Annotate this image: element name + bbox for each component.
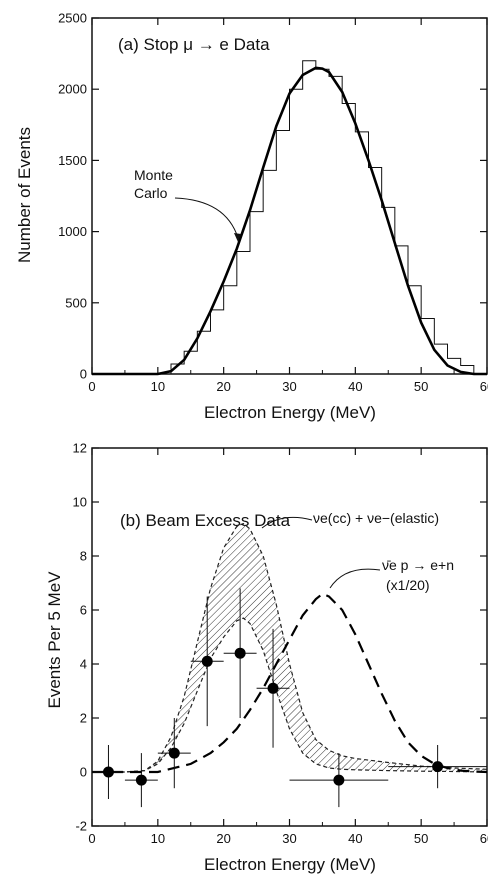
y-tick-label-a: 2000	[58, 82, 87, 97]
nu-e-band-hatch	[92, 523, 487, 772]
y-tick-label-b: 10	[73, 495, 87, 510]
nu-e-band-upper-curve	[92, 522, 488, 773]
x-tick-label-a: 10	[151, 379, 165, 394]
data-point	[135, 774, 147, 786]
monte-carlo-arrowhead	[234, 233, 241, 242]
data-point	[432, 761, 444, 773]
y-tick-label-a: 1500	[58, 153, 87, 168]
data-point	[333, 774, 345, 786]
x-tick-label-b: 60	[480, 831, 488, 846]
x-tick-label-a: 40	[348, 379, 362, 394]
x-tick-label-b: 20	[216, 831, 230, 846]
histogram-series	[92, 60, 487, 375]
nubar-annotation-line1: ν̄e p → e+n	[382, 557, 454, 573]
x-tick-label-a: 50	[414, 379, 428, 394]
data-point	[234, 647, 246, 659]
data-point	[102, 766, 114, 778]
y-ticks-b: -2 0 2 4 6 8 10 12	[73, 441, 487, 834]
nubar-annotation-arrow	[329, 568, 381, 589]
x-tick-label-b: 50	[414, 831, 428, 846]
x-tick-label-b: 10	[151, 831, 165, 846]
panel-a: 0 10 20 30 40 50 60 0 500 1000 1500 2000 2500 (a) S…	[15, 11, 488, 423]
beam-excess-points	[92, 588, 487, 808]
x-tick-label-a: 0	[88, 379, 95, 394]
monte-carlo-curve	[92, 66, 487, 376]
y-tick-label-b: 2	[80, 711, 87, 726]
y-tick-label-b: 0	[80, 765, 87, 780]
x-tick-label-b: 40	[348, 831, 362, 846]
y-tick-label-b: 6	[80, 603, 87, 618]
nu-e-annotation: νe(cc) + νe−(elastic)	[313, 510, 439, 526]
y-tick-label-b: 12	[73, 441, 87, 456]
y-tick-label-a: 500	[65, 295, 87, 310]
y-axis-label-a: Number of Events	[15, 127, 34, 263]
x-ticks-a: 0 10 20 30 40 50 60	[88, 18, 488, 394]
y-tick-label-b: 8	[80, 549, 87, 564]
panel-a-title: (a) Stop μ → e Data	[118, 35, 270, 54]
monte-carlo-annotation-line2: Carlo	[134, 185, 168, 201]
x-tick-label-b: 0	[88, 831, 95, 846]
x-tick-label-b: 30	[282, 831, 296, 846]
x-axis-label-a: Electron Energy (MeV)	[204, 403, 376, 422]
y-tick-label-a: 1000	[58, 224, 87, 239]
data-point	[201, 655, 213, 667]
monte-carlo-annotation-arrow	[174, 197, 239, 239]
y-tick-label-a: 2500	[58, 11, 87, 26]
y-tick-label-b: -2	[75, 819, 87, 834]
data-point	[168, 747, 180, 759]
data-point	[267, 682, 279, 694]
x-axis-label-b: Electron Energy (MeV)	[204, 855, 376, 874]
x-ticks-b: 0 10 20 30 40 50 60	[88, 448, 488, 846]
y-ticks-a: 0 500 1000 1500 2000 2500	[58, 11, 487, 382]
nubar-e-p-curve	[92, 592, 488, 774]
y-axis-label-b: Events Per 5 MeV	[45, 571, 64, 709]
y-tick-label-a: 0	[80, 367, 87, 382]
panel-b-title: (b) Beam Excess Data	[120, 511, 291, 530]
x-tick-label-a: 20	[216, 379, 230, 394]
nu-e-annotation-arrow	[261, 516, 313, 529]
x-tick-label-a: 60	[480, 379, 488, 394]
monte-carlo-annotation-line1: Monte	[134, 167, 173, 183]
nu-e-band-lower-curve	[92, 617, 488, 773]
x-tick-label-a: 30	[282, 379, 296, 394]
nubar-annotation-line2: (x1/20)	[386, 577, 430, 593]
y-tick-label-b: 4	[80, 657, 87, 672]
